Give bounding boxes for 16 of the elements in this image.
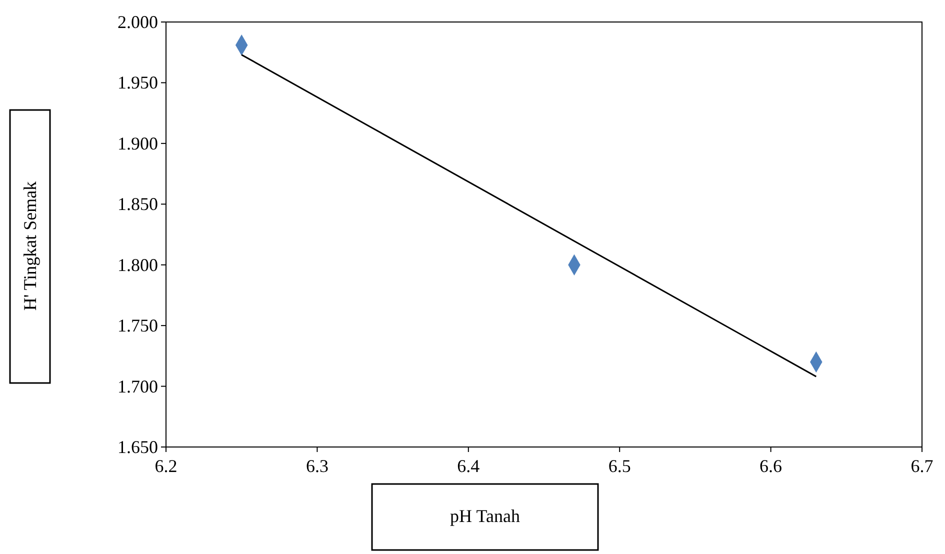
y-tick-label: 1.850 — [118, 194, 158, 214]
y-tick-label: 1.950 — [118, 72, 158, 93]
y-tick-label: 1.650 — [118, 437, 158, 457]
y-tick-label: 2.000 — [118, 12, 158, 32]
y-tick-label: 1.700 — [118, 376, 158, 396]
x-tick-label: 6.2 — [154, 456, 178, 476]
x-tick-label: 6.6 — [760, 456, 782, 476]
x-tick-label: 6.7 — [910, 456, 934, 476]
y-tick-label: 1.800 — [118, 254, 158, 275]
x-tick-label: 6.3 — [306, 456, 328, 476]
x-axis-title: pH Tanah — [450, 506, 520, 526]
x-tick-label: 6.5 — [608, 456, 631, 476]
x-tick-label: 6.4 — [457, 456, 480, 476]
y-tick-label: 1.750 — [118, 316, 158, 336]
y-tick-label: 1.900 — [118, 133, 158, 154]
y-axis-title: H' Tingkat Semak — [20, 181, 40, 311]
